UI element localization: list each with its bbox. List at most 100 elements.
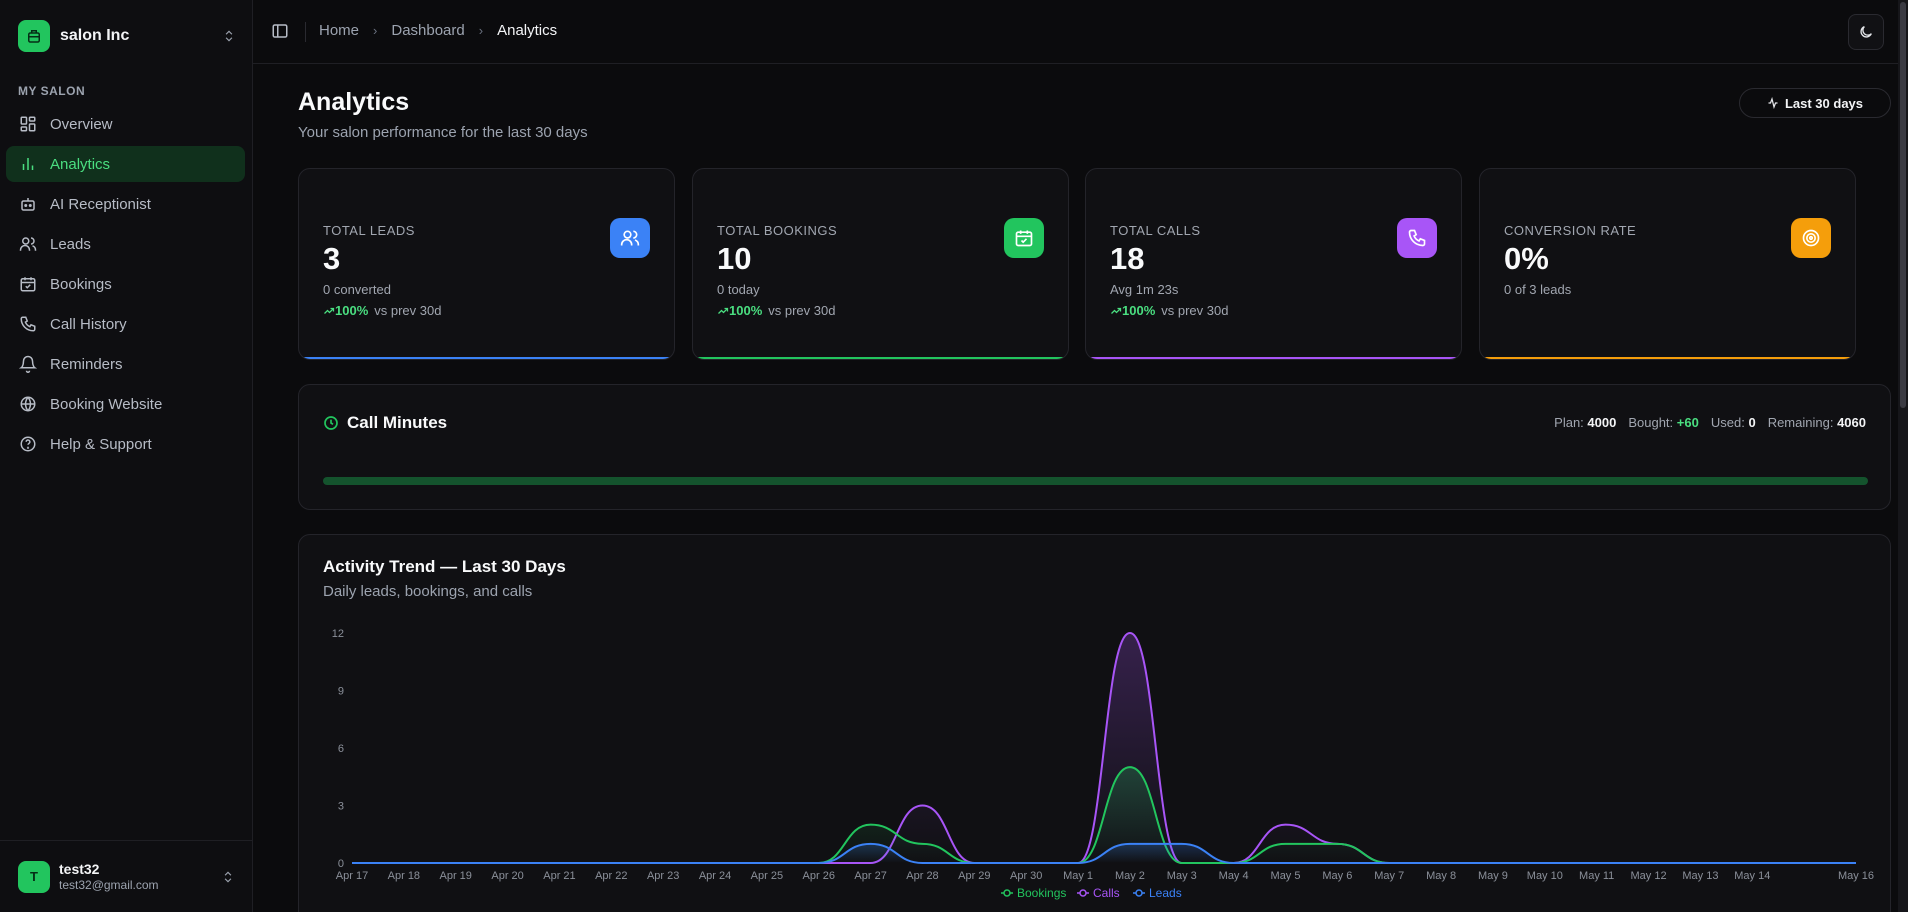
sidebar-item-overview[interactable]: Overview: [6, 106, 245, 142]
stat-accent-bar: [299, 357, 674, 359]
call-minutes-card: Call Minutes Plan: 4000 Bought: +60 Used…: [298, 384, 1891, 510]
stat-trend-pct: 100%: [335, 303, 369, 318]
org-switcher[interactable]: salon Inc: [18, 20, 236, 52]
section-label: MY SALON: [18, 84, 86, 98]
stat-trend: 100% vs prev 30d: [717, 303, 835, 318]
sidebar-item-booking-website[interactable]: Booking Website: [6, 386, 245, 422]
sidebar-item-label: Analytics: [50, 155, 111, 173]
trending-up-icon: [718, 307, 729, 314]
bought-value: +60: [1676, 415, 1699, 430]
y-tick-label: 9: [338, 686, 344, 698]
stat-trend-text: vs prev 30d: [768, 303, 836, 318]
sidebar-item-leads[interactable]: Leads: [6, 226, 245, 262]
calendar-check-icon: [1004, 218, 1044, 258]
breadcrumb-home[interactable]: Home: [319, 22, 360, 39]
minutes-progress-bar: [323, 477, 1868, 485]
x-tick-label: May 11: [1579, 870, 1614, 882]
x-tick-label: Apr 24: [699, 870, 731, 882]
x-tick-label: Apr 18: [388, 870, 420, 882]
sidebar-item-label: Booking Website: [50, 395, 163, 413]
stat-accent-bar: [1480, 357, 1855, 359]
x-tick-label: May 9: [1478, 870, 1508, 882]
sidebar-item-analytics[interactable]: Analytics: [6, 146, 245, 182]
sidebar-item-label: Overview: [50, 115, 113, 133]
legend-label-leads: Leads: [1149, 886, 1182, 900]
x-tick-label: Apr 21: [543, 870, 575, 882]
x-tick-label: May 10: [1527, 870, 1563, 882]
breadcrumb-dashboard[interactable]: Dashboard: [391, 22, 465, 39]
scrollbar[interactable]: [1898, 0, 1908, 912]
stat-value: 3: [323, 241, 341, 276]
user-email: test32@gmail.com: [59, 878, 159, 892]
stat-sub: 0 today: [717, 282, 760, 297]
x-tick-label: May 8: [1426, 870, 1456, 882]
trending-up-icon: [324, 307, 335, 314]
remaining-info: Remaining: 4060: [1767, 415, 1866, 430]
x-tick-label: May 3: [1167, 870, 1197, 882]
plan-value: 4000: [1587, 415, 1617, 430]
stat-trend-pct: 100%: [1122, 303, 1156, 318]
user-menu[interactable]: T test32 test32@gmail.com: [0, 840, 253, 912]
legend-label-calls: Calls: [1093, 886, 1120, 900]
moon-icon: [1860, 26, 1872, 38]
sidebar-toggle-button[interactable]: [271, 22, 291, 42]
sidebar-item-label: AI Receptionist: [50, 195, 151, 213]
page-subtitle: Your salon performance for the last 30 d…: [298, 124, 588, 141]
legend-marker-calls: [1079, 889, 1087, 897]
stat-sub: Avg 1m 23s: [1110, 282, 1179, 297]
stat-card-total-bookings: TOTAL BOOKINGS 10 0 today 100% vs prev 3…: [692, 168, 1069, 360]
scrollbar-thumb[interactable]: [1900, 2, 1906, 408]
stat-trend-text: vs prev 30d: [1161, 303, 1229, 318]
chevron-right-icon: ›: [478, 23, 484, 38]
activity-trend-subtitle: Daily leads, bookings, and calls: [323, 583, 533, 600]
legend-marker-leads: [1135, 889, 1143, 897]
x-tick-label: Apr 28: [906, 870, 938, 882]
chevron-right-icon: ›: [373, 23, 378, 38]
bell-icon: [18, 354, 38, 374]
call-minutes-meta: Plan: 4000 Bought: +60 Used: 0 Remaining…: [1542, 415, 1866, 430]
x-tick-label: May 13: [1682, 870, 1718, 882]
sidebar-item-call-history[interactable]: Call History: [6, 306, 245, 342]
avatar: T: [18, 860, 50, 893]
y-tick-label: 0: [338, 858, 344, 870]
x-tick-label: Apr 17: [336, 870, 368, 882]
phone-icon: [1397, 218, 1437, 258]
legend-label-bookings: Bookings: [1017, 886, 1066, 900]
stat-value: 0%: [1504, 241, 1549, 276]
sidebar-item-ai-receptionist[interactable]: AI Receptionist: [6, 186, 245, 222]
stat-accent-bar: [693, 357, 1068, 359]
chevrons-up-down-icon[interactable]: [222, 29, 236, 43]
used-value: 0: [1748, 415, 1756, 430]
legend-marker-bookings: [1003, 889, 1011, 897]
plan-info: Plan: 4000: [1554, 415, 1617, 430]
panel-left-icon: [272, 24, 288, 38]
sidebar-item-help-support[interactable]: Help & Support: [6, 426, 245, 462]
stat-value: 18: [1110, 241, 1145, 276]
target-icon: [1791, 218, 1831, 258]
stat-value: 10: [717, 241, 752, 276]
stat-sub: 0 of 3 leads: [1504, 282, 1572, 297]
sidebar-item-bookings[interactable]: Bookings: [6, 266, 245, 302]
users-icon: [610, 218, 650, 258]
help-circle-icon: [18, 434, 38, 454]
x-tick-label: May 5: [1271, 870, 1301, 882]
call-minutes-title-text: Call Minutes: [347, 413, 448, 432]
stat-accent-bar: [1086, 357, 1461, 359]
breadcrumb: Home › Dashboard › Analytics: [319, 22, 557, 39]
sidebar-item-label: Help & Support: [50, 435, 152, 453]
activity-trend-title: Activity Trend — Last 30 Days: [323, 557, 566, 576]
stat-trend: 100% vs prev 30d: [1110, 303, 1228, 318]
date-range-label: Last 30 days: [1784, 95, 1864, 111]
x-tick-label: May 16: [1838, 870, 1874, 882]
grid-icon: [18, 114, 38, 134]
sidebar-item-label: Leads: [50, 235, 91, 253]
chevrons-up-down-icon[interactable]: [221, 870, 235, 884]
date-range-button[interactable]: Last 30 days: [1739, 88, 1891, 118]
stat-trend-pct: 100%: [729, 303, 763, 318]
page-title: Analytics: [298, 88, 410, 116]
calendar-check-icon: [18, 274, 38, 294]
sidebar-item-reminders[interactable]: Reminders: [6, 346, 245, 382]
theme-toggle-button[interactable]: [1848, 14, 1884, 50]
phone-icon: [18, 314, 38, 334]
main-content: Analytics Your salon performance for the…: [253, 64, 1898, 912]
